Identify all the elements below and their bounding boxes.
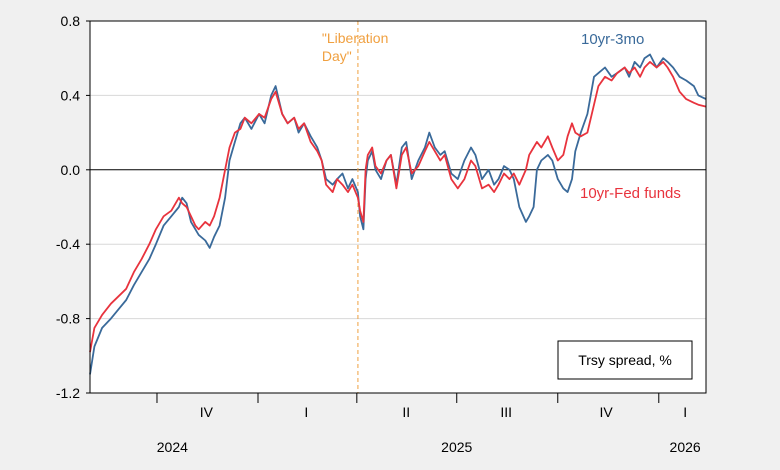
series-lines bbox=[89, 53, 707, 375]
liberation-day-annotation: "Liberation Day" bbox=[322, 21, 388, 393]
y-tick-label: 0.8 bbox=[61, 13, 81, 29]
plot-frame bbox=[89, 20, 707, 394]
x-quarter-label: I bbox=[304, 404, 308, 420]
y-tick-label: -0.8 bbox=[56, 311, 80, 327]
series-labels: 10yr-3mo 10yr-Fed funds bbox=[580, 31, 681, 202]
x-quarter-label: III bbox=[500, 404, 512, 420]
annotation-label: "Liberation bbox=[322, 30, 388, 46]
x-quarter-label: IV bbox=[599, 404, 613, 420]
plot-background bbox=[90, 21, 706, 393]
x-year-label: 2024 bbox=[157, 439, 188, 455]
annotation-label: Day" bbox=[322, 48, 352, 64]
info-box: Trsy spread, % bbox=[557, 340, 693, 380]
series-label-10yr-3mo: 10yr-3mo bbox=[581, 31, 644, 48]
series-line-1 bbox=[89, 61, 707, 353]
y-tick-label: -0.4 bbox=[56, 236, 80, 252]
x-year-label: 2025 bbox=[441, 439, 472, 455]
info-box-text: Trsy spread, % bbox=[578, 352, 672, 368]
series-label-10yr-fed-funds: 10yr-Fed funds bbox=[580, 185, 681, 202]
y-tick-label: 0.0 bbox=[61, 162, 81, 178]
x-quarter-label: IV bbox=[200, 404, 214, 420]
x-quarter-label: II bbox=[402, 404, 410, 420]
y-tick-label: -1.2 bbox=[56, 385, 80, 401]
x-year-label: 2026 bbox=[670, 439, 701, 455]
x-quarter-label: I bbox=[683, 404, 687, 420]
y-tick-label: 0.4 bbox=[61, 87, 81, 103]
y-axis-ticks: 0.8 0.4 0.0 -0.4 -0.8 -1.2 bbox=[56, 13, 90, 401]
